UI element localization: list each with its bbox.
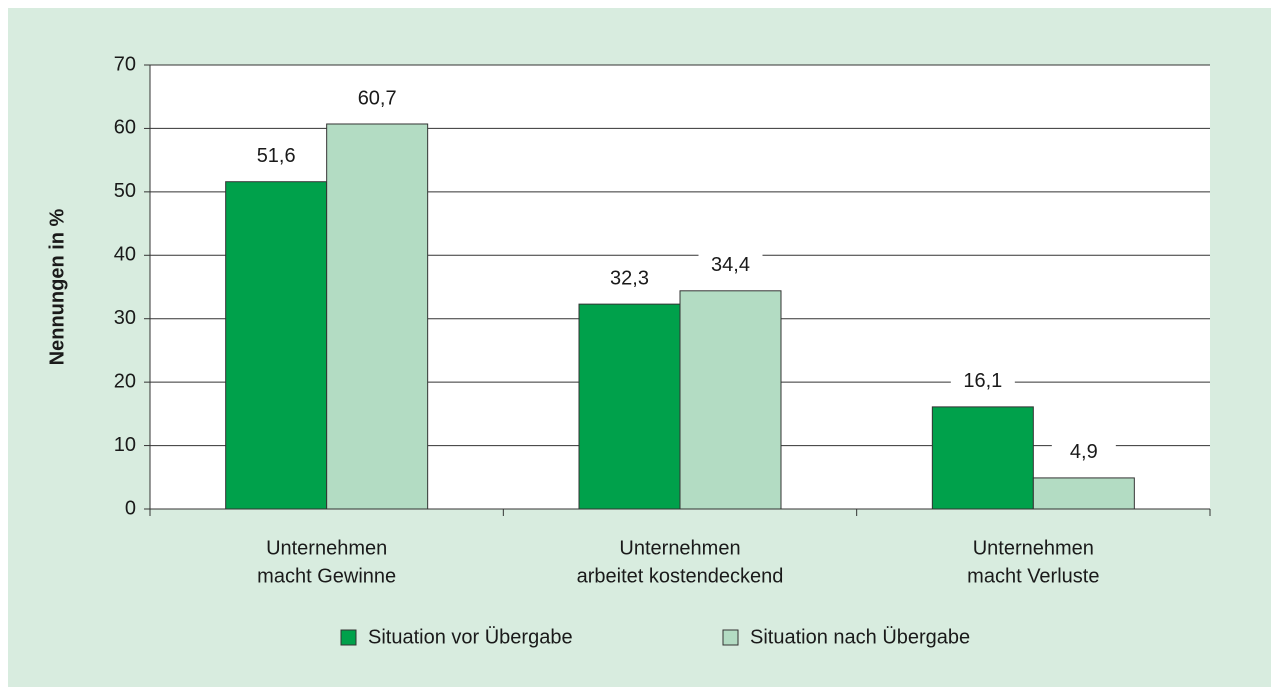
legend-swatch <box>340 629 357 646</box>
y-tick-label: 30 <box>114 307 136 329</box>
value-label-bg <box>345 83 410 114</box>
bar <box>225 181 328 510</box>
x-tick-label: arbeitet kostendeckend <box>577 565 784 587</box>
value-label: 51,6 <box>257 145 296 167</box>
value-label-bg <box>244 141 309 172</box>
value-label: 4,9 <box>1070 441 1098 463</box>
y-tick-label: 60 <box>114 117 136 139</box>
legend-label: Situation nach Übergabe <box>750 626 970 648</box>
x-tick-label: Unternehmen <box>973 537 1094 559</box>
bar <box>1032 477 1135 510</box>
value-label-bg <box>597 264 662 295</box>
value-label-bg <box>1051 437 1116 468</box>
x-tick-label: Unternehmen <box>619 537 740 559</box>
legend-label: Situation vor Übergabe <box>368 626 573 648</box>
y-tick-label: 0 <box>125 497 136 519</box>
value-label: 16,1 <box>963 370 1002 392</box>
bar <box>679 290 782 510</box>
y-tick-label: 10 <box>114 434 136 456</box>
bar <box>578 303 681 510</box>
x-tick-label: macht Verluste <box>967 565 1099 587</box>
y-tick-label: 70 <box>114 53 136 75</box>
bar <box>326 123 429 510</box>
y-axis-label: Nennungen in % <box>46 208 68 365</box>
value-label-bg <box>950 366 1015 397</box>
value-label: 32,3 <box>610 267 649 289</box>
value-label-bg <box>698 250 763 281</box>
x-tick-label: Unternehmen <box>266 537 387 559</box>
y-tick-label: 50 <box>114 180 136 202</box>
y-tick-label: 20 <box>114 370 136 392</box>
value-label: 60,7 <box>358 87 397 109</box>
y-tick-label: 40 <box>114 244 136 266</box>
legend-swatch <box>722 629 739 646</box>
value-label: 34,4 <box>711 254 750 276</box>
bar <box>931 406 1034 510</box>
x-tick-label: macht Gewinne <box>257 565 396 587</box>
